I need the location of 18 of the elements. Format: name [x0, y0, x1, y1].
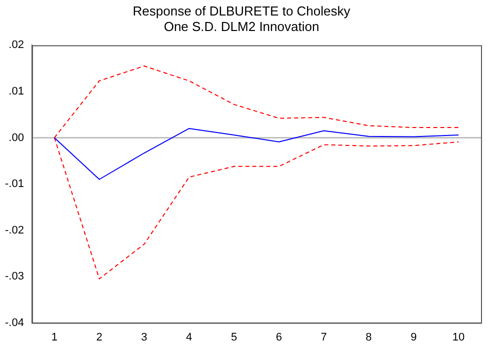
chart-title: Response of DLBURETE to Cholesky One S.D. DLM2 Innovation [132, 3, 351, 34]
y-tick-label: -.04 [4, 316, 24, 329]
y-tick-label: .01 [8, 86, 24, 98]
x-tick-label: 2 [96, 331, 102, 344]
x-tick-label: 9 [410, 331, 417, 344]
y-tick-label: .02 [8, 39, 24, 52]
x-tick-label: 4 [186, 331, 192, 344]
x-tick-label: 3 [141, 331, 148, 344]
x-tick-label: 7 [320, 331, 327, 344]
y-tick-label: -.01 [4, 178, 24, 190]
x-tick-label: 1 [51, 331, 58, 344]
x-tick-label: 10 [452, 331, 465, 344]
x-tick-label: 5 [230, 331, 238, 344]
y-tick-label: .00 [8, 132, 24, 144]
x-tick-label: 6 [276, 331, 282, 344]
y-tick-label: -.02 [4, 224, 24, 236]
y-tick-label: -.03 [4, 270, 24, 283]
x-tick-label: 8 [366, 331, 372, 344]
